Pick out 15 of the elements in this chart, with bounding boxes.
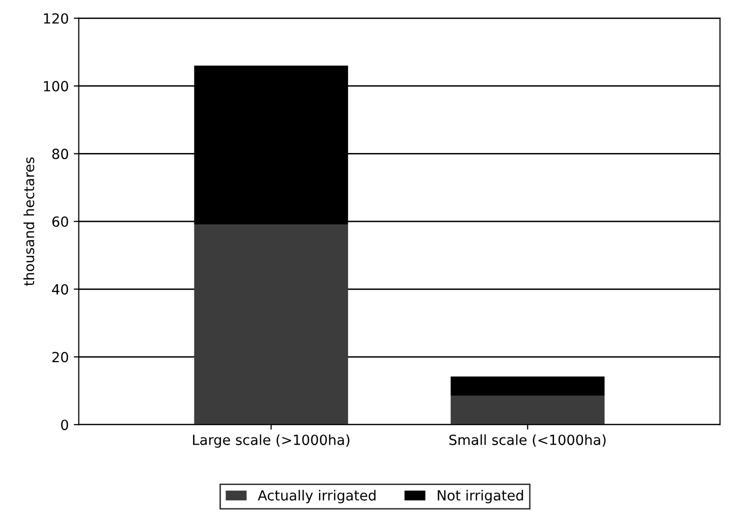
y-tick-label: 80 xyxy=(52,148,68,160)
bar xyxy=(450,396,605,425)
y-tick-label: 60 xyxy=(52,216,68,227)
y-tick-label: 20 xyxy=(52,352,68,362)
y-tick-label: 40 xyxy=(52,284,68,295)
y-tick-label: 120 xyxy=(44,13,68,24)
y-axis-title: thousand hectares xyxy=(24,157,34,286)
y-tick-label: 0 xyxy=(61,420,68,430)
x-tick-label: Small scale (<1000ha) xyxy=(449,434,606,447)
legend-label: Actually irrigated xyxy=(258,490,376,504)
y-tick-label: 100 xyxy=(44,80,68,92)
bar xyxy=(194,224,348,425)
legend-label: Not irrigated xyxy=(438,490,523,504)
x-tick-label: Large scale (>1000ha) xyxy=(193,434,350,448)
bar xyxy=(450,376,605,396)
